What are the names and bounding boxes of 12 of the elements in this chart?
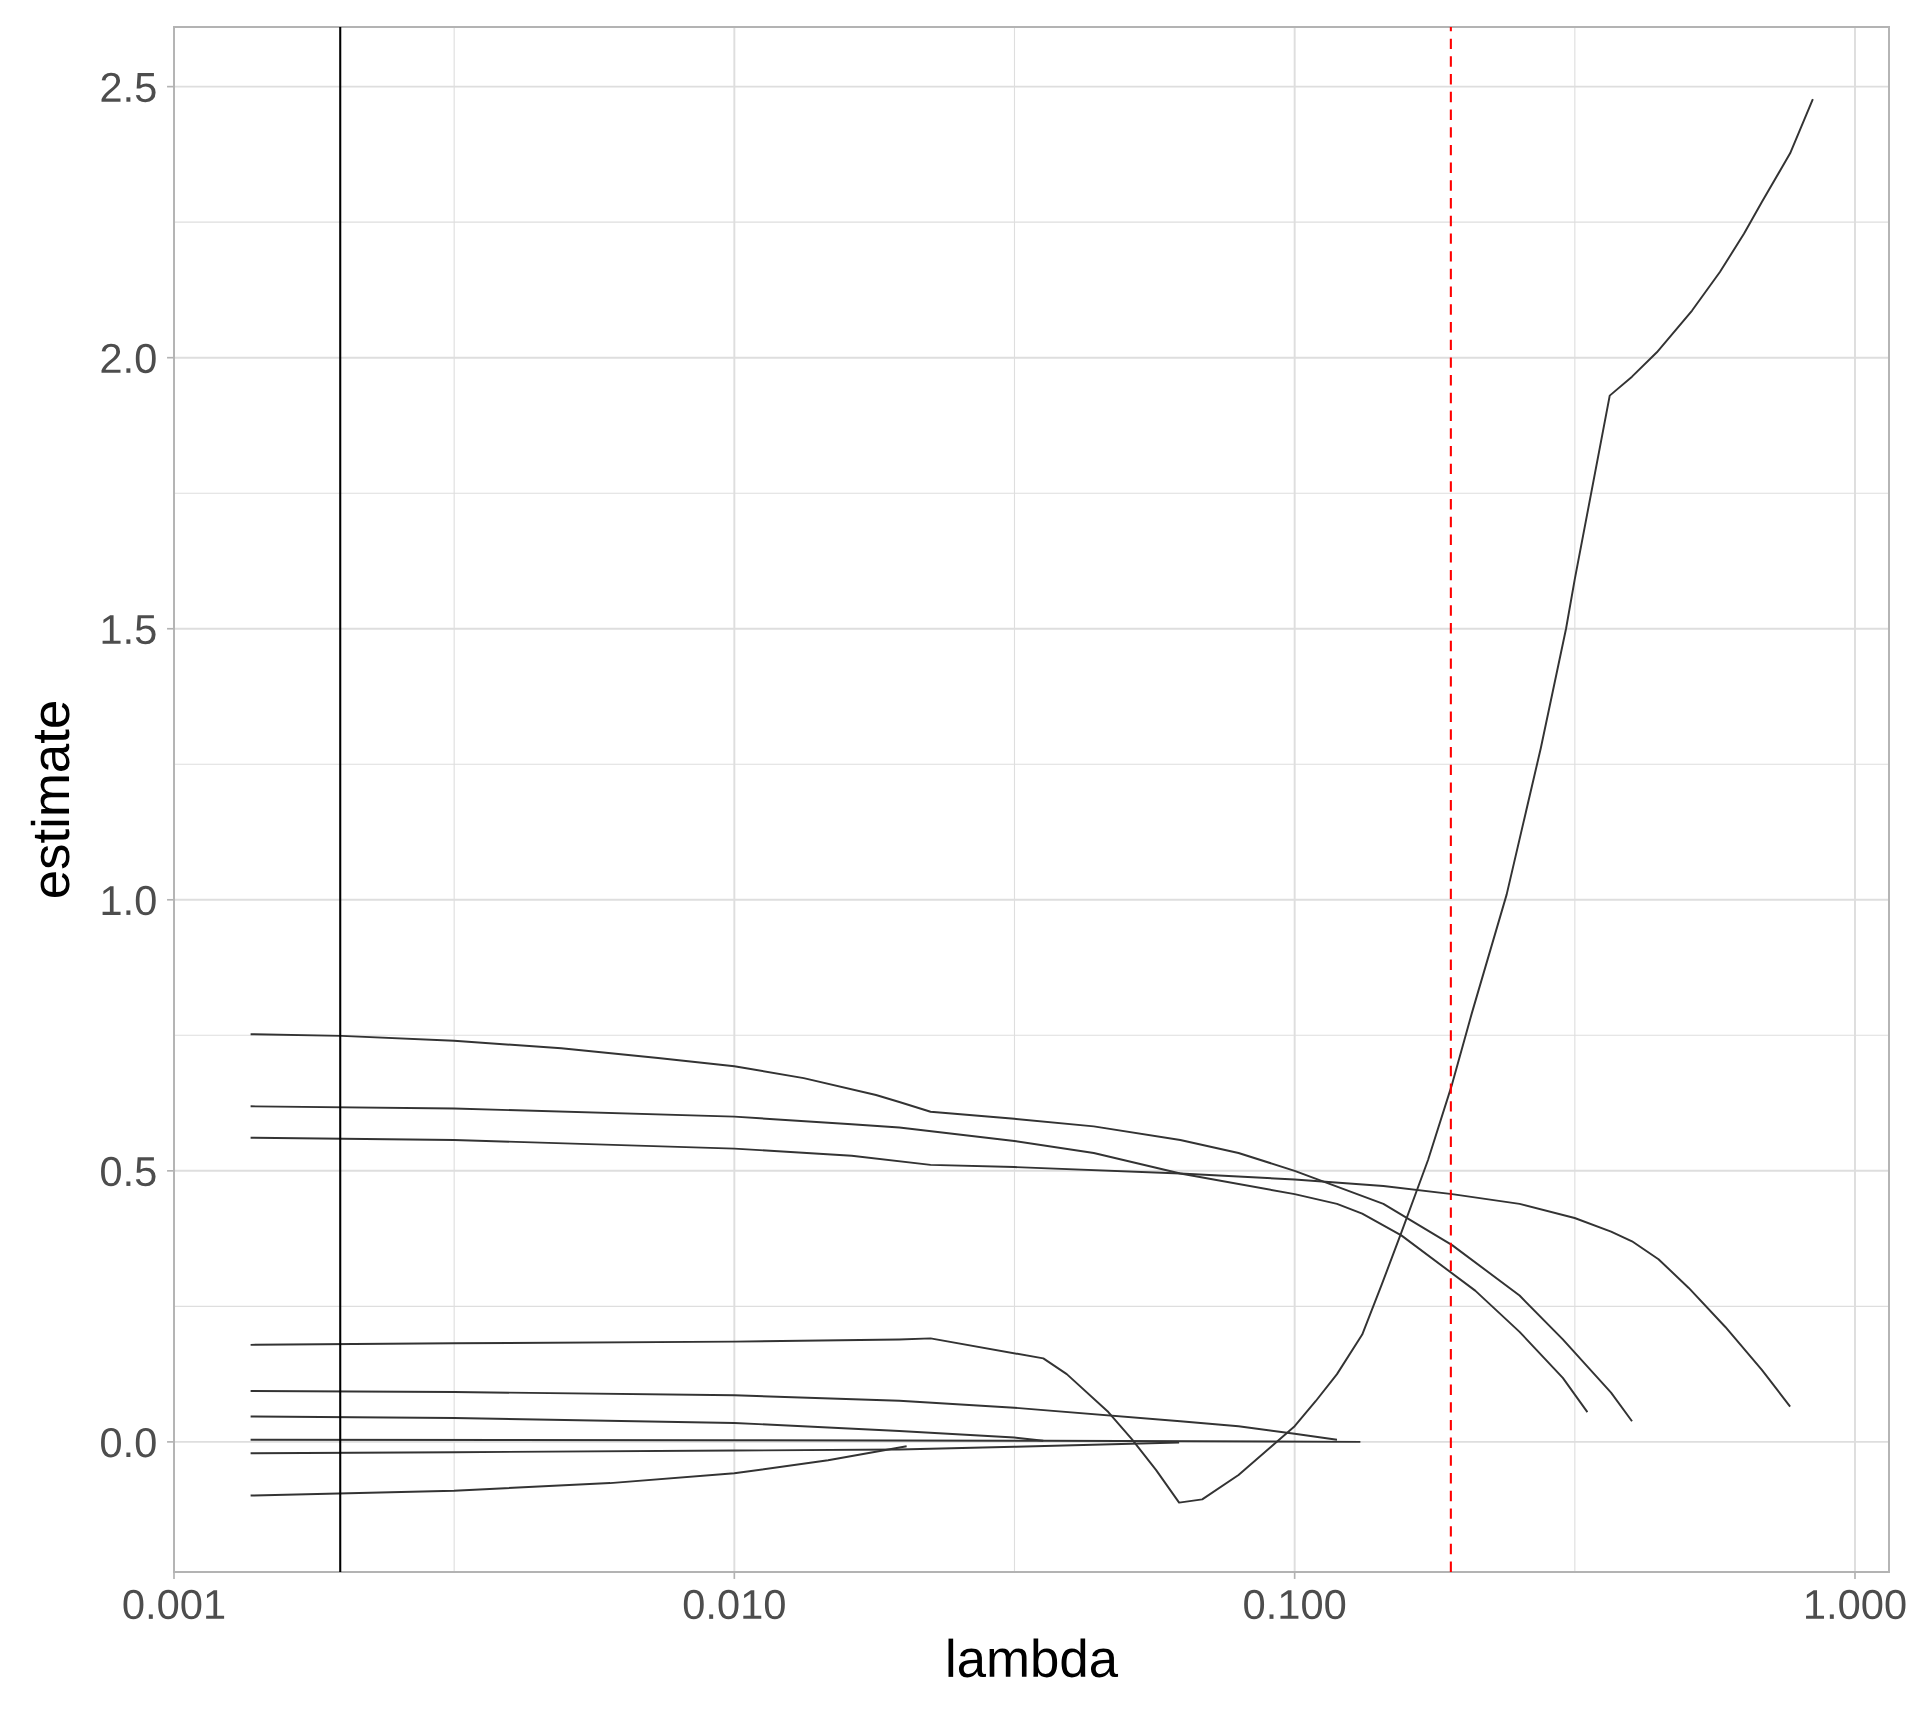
y-tick-label: 2.5 bbox=[101, 72, 156, 103]
x-tick-label: 0.100 bbox=[1244, 1589, 1346, 1620]
y-tick-label: 0.0 bbox=[101, 1427, 156, 1458]
x-axis-title: lambda bbox=[948, 1638, 1119, 1678]
y-tick-label: 0.5 bbox=[101, 1156, 156, 1187]
y-tick-label: 1.5 bbox=[102, 615, 156, 645]
x-tick-label: 0.001 bbox=[123, 1589, 225, 1620]
y-tick-label: 2.0 bbox=[101, 343, 156, 374]
x-tick-label: 1.000 bbox=[1806, 1589, 1906, 1620]
y-tick-label: 1.0 bbox=[102, 885, 156, 916]
y-axis-title: estimate bbox=[30, 702, 70, 897]
x-tick-label: 0.010 bbox=[683, 1589, 785, 1620]
